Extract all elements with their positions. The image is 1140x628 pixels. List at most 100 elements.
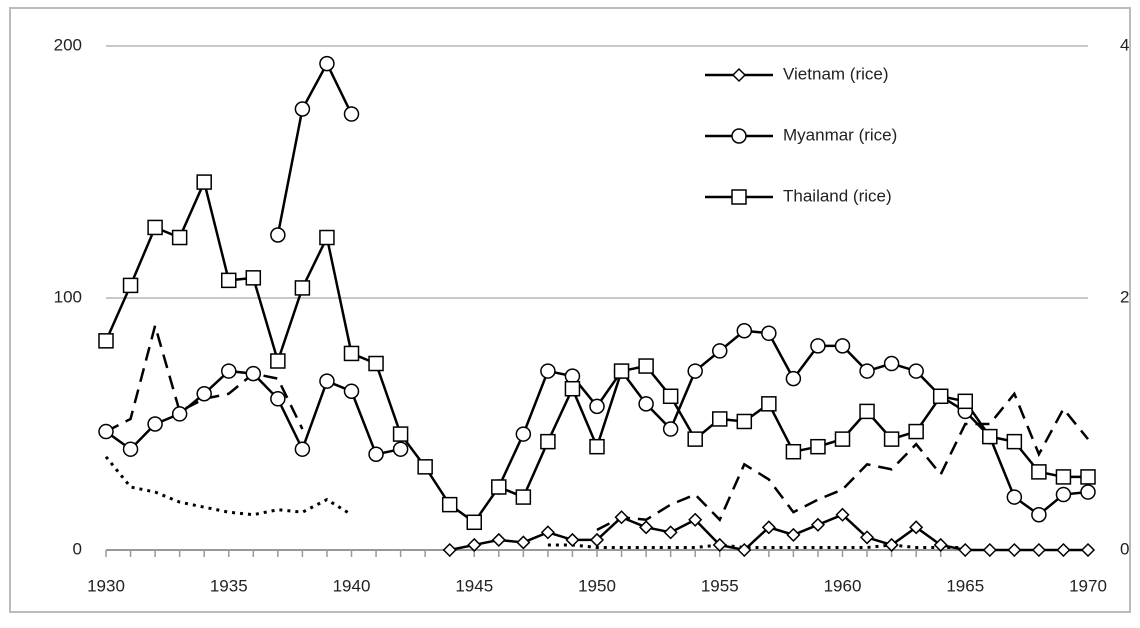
data-point <box>859 530 875 545</box>
data-point <box>270 227 286 243</box>
data-point <box>1080 484 1096 500</box>
data-point <box>810 438 826 455</box>
data-point <box>982 428 998 445</box>
data-point <box>1080 469 1096 485</box>
data-point <box>786 527 801 542</box>
series-line <box>105 329 1089 517</box>
legend-marker <box>731 189 747 205</box>
data-point <box>343 383 360 399</box>
data-point <box>663 525 678 540</box>
data-point <box>392 441 409 457</box>
data-point <box>908 363 924 379</box>
data-point <box>687 431 703 447</box>
data-point <box>466 514 482 531</box>
data-point <box>392 426 409 442</box>
legend-marker <box>731 67 747 83</box>
data-point <box>491 479 507 495</box>
data-point <box>147 416 163 432</box>
data-point <box>761 325 777 342</box>
data-point <box>196 386 212 402</box>
data-point <box>368 355 384 372</box>
legend-label: Myanmar (rice) <box>783 125 897 144</box>
data-point <box>761 520 776 535</box>
data-point <box>613 363 630 379</box>
x-tick-label: 1930 <box>87 576 125 595</box>
x-tick-label: 1965 <box>946 576 984 595</box>
data-point <box>221 272 237 289</box>
data-point <box>319 229 335 246</box>
x-tick-label: 1940 <box>333 576 371 595</box>
data-point <box>761 396 777 412</box>
data-point <box>171 229 188 246</box>
data-point <box>958 542 973 558</box>
data-point <box>565 532 580 547</box>
y-tick-label: 0 <box>73 539 82 558</box>
x-tick-label: 1950 <box>578 576 616 595</box>
data-point <box>1055 469 1072 485</box>
series-line <box>276 60 353 236</box>
data-point <box>343 345 360 362</box>
data-point <box>368 446 384 462</box>
data-point <box>1056 542 1071 558</box>
data-point <box>662 388 679 405</box>
y2-tick-label: 0 <box>1120 539 1129 558</box>
data-point <box>245 365 262 382</box>
data-point <box>1007 542 1022 558</box>
data-point <box>639 520 654 535</box>
data-point <box>171 406 188 422</box>
data-point <box>516 535 531 550</box>
data-point <box>319 373 335 389</box>
legend-marker <box>731 128 747 144</box>
data-point <box>736 413 753 430</box>
data-point <box>491 532 506 547</box>
data-point <box>909 520 924 535</box>
data-point <box>270 391 286 407</box>
x-tick-label: 1935 <box>210 576 248 595</box>
x-tick-label: 1945 <box>455 576 493 595</box>
data-point <box>737 542 752 558</box>
data-point <box>883 431 900 447</box>
data-point <box>1006 433 1023 450</box>
data-point <box>859 403 875 420</box>
series-line <box>105 321 1089 531</box>
data-point <box>319 55 335 72</box>
data-point <box>589 532 605 547</box>
data-point <box>122 441 139 457</box>
data-point <box>834 338 851 354</box>
data-point <box>196 174 212 190</box>
data-point <box>98 423 114 440</box>
x-tick-label: 1970 <box>1069 576 1107 595</box>
y2-tick-label: 4 <box>1120 35 1129 54</box>
chart-frame <box>9 7 1131 613</box>
data-point <box>834 431 851 447</box>
data-point <box>294 441 311 457</box>
legend-label: Thailand (rice) <box>783 186 892 205</box>
x-tick-label: 1955 <box>701 576 739 595</box>
data-point <box>712 411 728 427</box>
data-point <box>245 270 262 286</box>
legend-label: Vietnam (rice) <box>783 64 889 83</box>
data-point <box>908 423 924 440</box>
data-point <box>810 517 826 532</box>
data-point <box>270 353 286 369</box>
data-point <box>1031 506 1047 523</box>
data-point <box>1031 464 1047 480</box>
data-point <box>1055 486 1072 503</box>
data-point <box>883 355 900 372</box>
data-point <box>932 388 949 405</box>
data-point <box>1006 489 1023 505</box>
data-point <box>294 101 311 117</box>
data-point <box>515 426 532 442</box>
data-point <box>441 496 458 513</box>
data-point <box>540 525 555 540</box>
data-point <box>785 370 802 387</box>
data-point <box>614 510 629 525</box>
data-point <box>688 512 703 527</box>
data-point <box>343 106 360 122</box>
data-point <box>687 363 703 379</box>
data-point <box>933 537 948 553</box>
data-point <box>589 398 605 415</box>
data-point <box>785 443 802 460</box>
data-point <box>859 363 875 379</box>
